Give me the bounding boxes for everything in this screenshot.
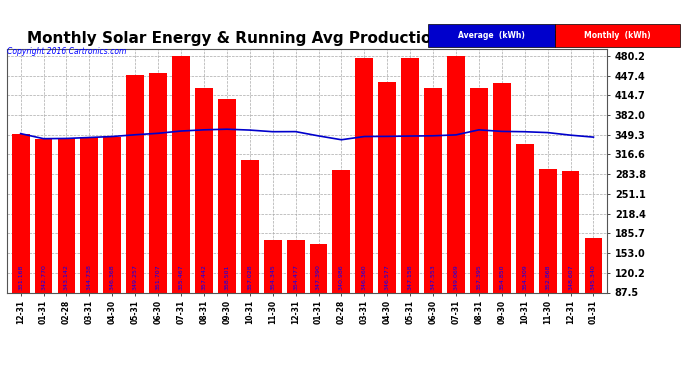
Bar — [310, 244, 328, 345]
Text: 345.340: 345.340 — [591, 264, 596, 290]
Bar — [218, 99, 236, 345]
Title: Monthly Solar Energy & Running Avg Production  Sat Feb 6 17:17: Monthly Solar Energy & Running Avg Produ… — [27, 31, 587, 46]
Text: 354.345: 354.345 — [270, 264, 275, 290]
Text: 347.158: 347.158 — [408, 264, 413, 290]
Bar — [562, 171, 580, 345]
Bar — [493, 83, 511, 345]
Bar — [126, 75, 144, 345]
Text: 351.707: 351.707 — [156, 264, 161, 290]
Text: 342.770: 342.770 — [41, 264, 46, 290]
Text: 346.360: 346.360 — [362, 264, 367, 290]
Bar — [470, 88, 488, 345]
Text: 357.442: 357.442 — [201, 264, 206, 290]
Text: 354.477: 354.477 — [293, 264, 298, 290]
Bar — [539, 169, 557, 345]
Text: 346.368: 346.368 — [110, 264, 115, 290]
Bar — [57, 138, 75, 345]
Text: 352.868: 352.868 — [545, 265, 550, 290]
Bar — [584, 238, 602, 345]
Bar — [195, 88, 213, 345]
Bar — [355, 58, 373, 345]
Text: 357.395: 357.395 — [476, 264, 482, 290]
Text: 349.257: 349.257 — [132, 264, 138, 290]
Bar — [172, 56, 190, 345]
Text: 340.986: 340.986 — [339, 264, 344, 290]
Text: 355.467: 355.467 — [179, 264, 184, 290]
Text: 351.168: 351.168 — [18, 265, 23, 290]
Text: 344.738: 344.738 — [87, 264, 92, 290]
Text: 354.309: 354.309 — [522, 264, 527, 290]
Text: 358.501: 358.501 — [224, 265, 229, 290]
Text: Monthly  (kWh): Monthly (kWh) — [584, 31, 651, 40]
Bar — [378, 82, 396, 345]
Bar — [447, 56, 465, 345]
Bar — [424, 88, 442, 345]
Bar — [34, 139, 52, 345]
Bar — [401, 58, 419, 345]
Text: 347.390: 347.390 — [316, 264, 321, 290]
Text: 343.142: 343.142 — [64, 264, 69, 290]
Text: 357.028: 357.028 — [247, 264, 253, 290]
Text: 349.069: 349.069 — [453, 264, 458, 290]
Text: 354.850: 354.850 — [500, 265, 504, 290]
Bar — [12, 134, 30, 345]
Bar — [516, 144, 533, 345]
Text: 347.553: 347.553 — [431, 264, 435, 290]
Text: 348.607: 348.607 — [568, 264, 573, 290]
Bar — [264, 240, 282, 345]
Bar — [241, 160, 259, 345]
Bar — [81, 138, 98, 345]
Text: 346.577: 346.577 — [385, 264, 390, 290]
Bar — [286, 240, 304, 345]
Bar — [104, 136, 121, 345]
Bar — [149, 73, 167, 345]
Text: Copyright 2016 Cartronics.com: Copyright 2016 Cartronics.com — [7, 47, 126, 56]
Bar — [333, 170, 351, 345]
Text: Average  (kWh): Average (kWh) — [458, 31, 525, 40]
